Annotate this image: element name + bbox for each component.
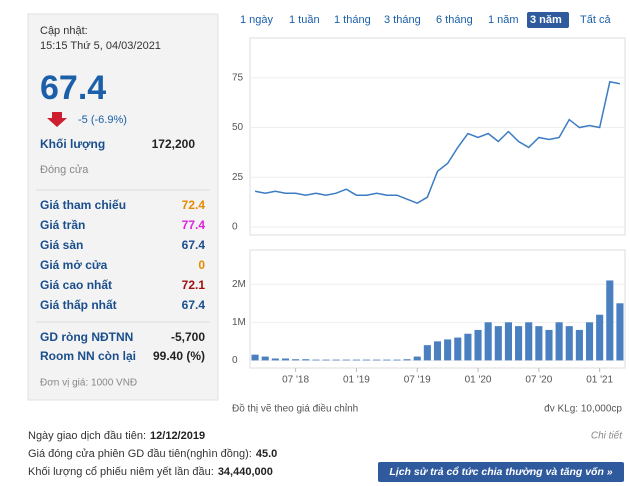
x-tick-label: 01 '20 <box>465 375 492 386</box>
down-arrow <box>47 112 67 127</box>
volume-bar <box>413 356 421 361</box>
volume-bar <box>281 358 290 361</box>
volume-bar <box>555 322 563 361</box>
dividend-button-label[interactable]: Lịch sử trả cổ tức chia thường và tăng v… <box>389 466 612 478</box>
tab[interactable]: 3 năm <box>530 14 562 26</box>
volume-bar <box>464 333 472 361</box>
volume-bar <box>525 322 533 361</box>
stat-value: 67.4 <box>182 298 206 312</box>
listing-label: Ngày giao dịch đầu tiên: <box>28 430 146 442</box>
foreign-label: GD ròng NĐTNN <box>40 330 133 344</box>
volume-bar <box>423 345 431 361</box>
plot-area <box>249 37 626 236</box>
volume-bar <box>393 359 401 361</box>
price: 67.4 <box>40 69 106 107</box>
volume-bar <box>302 359 310 361</box>
volume-bar <box>616 303 624 361</box>
y-tick-label: 50 <box>232 122 244 133</box>
volume-bar <box>261 356 269 361</box>
volume-bar <box>352 359 360 361</box>
unit-note: Đơn vị giá: 1000 VNĐ <box>40 378 137 389</box>
stat-value: 72.1 <box>182 278 206 292</box>
volume-bar <box>494 326 502 361</box>
stat-label: Giá tham chiếu <box>40 198 126 212</box>
change: -5 (-6.9%) <box>78 114 127 126</box>
volume-bar <box>504 322 512 361</box>
volume-bar <box>444 339 452 361</box>
volume-bar <box>332 359 340 361</box>
listing-value: 34,440,000 <box>218 466 273 478</box>
volume-bar <box>474 329 482 361</box>
volume-bar <box>545 329 553 361</box>
volume-bar <box>403 359 411 361</box>
volume-bar <box>322 359 330 361</box>
x-tick-label: 01 '19 <box>343 375 370 386</box>
listing-label: Giá đóng cửa phiên GD đầu tiên(nghìn đồn… <box>28 448 252 460</box>
volume-bar <box>271 358 279 361</box>
stat-value: 77.4 <box>182 218 206 232</box>
foreign-value: -5,700 <box>171 330 205 344</box>
volume-bar <box>433 341 442 361</box>
x-tick-label: 07 '19 <box>404 375 431 386</box>
volume-bar <box>575 329 583 361</box>
tab[interactable]: Tất cả <box>580 14 611 26</box>
foreign-value: 99.40 (%) <box>153 349 205 363</box>
stat-value: 72.4 <box>182 198 206 212</box>
stat-label: Giá trần <box>40 218 85 232</box>
x-tick-label: 01 '21 <box>586 375 613 386</box>
volume-bar <box>373 359 381 361</box>
x-tick-label: 07 '20 <box>525 375 552 386</box>
tab[interactable]: 6 tháng <box>436 14 473 26</box>
volume-bar <box>606 280 614 361</box>
tab-active-bg[interactable] <box>527 12 569 28</box>
listing-value: 45.0 <box>256 448 277 460</box>
updated-label: Cập nhật: <box>40 25 88 37</box>
volume-bar <box>596 314 604 361</box>
chart-note: đv KLg: 10,000cp <box>544 404 622 415</box>
x-tick-label: 07 '18 <box>282 375 309 386</box>
volume-bar <box>515 326 523 361</box>
volume-bar <box>454 337 462 361</box>
volume-bar <box>292 359 300 361</box>
detail-link[interactable]: Chi tiết <box>591 430 623 442</box>
chart-note: Đồ thị vẽ theo giá điều chỉnh <box>232 403 358 415</box>
volume-bar <box>484 322 492 361</box>
price-line <box>254 80 621 204</box>
y-tick-label: 0 <box>232 222 238 233</box>
stat-value: 67.4 <box>182 238 206 252</box>
volume-bar <box>535 326 543 361</box>
updated-time: 15:15 Thứ 5, 04/03/2021 <box>40 40 161 52</box>
volume-bar <box>383 359 391 361</box>
stat-label: Giá thấp nhất <box>40 298 117 312</box>
status: Đóng cửa <box>40 164 89 176</box>
foreign-label: Room NN còn lại <box>40 349 136 363</box>
tab[interactable]: 1 tháng <box>334 14 371 26</box>
volume: 172,200 <box>152 137 196 151</box>
listing-label: Khối lượng cổ phiếu niêm yết lần đầu: <box>28 466 214 478</box>
y-tick-label: 75 <box>232 72 244 83</box>
listing-value: 12/12/2019 <box>150 430 205 442</box>
tab[interactable]: 3 tháng <box>384 14 421 26</box>
tab[interactable]: 1 tuần <box>289 14 320 26</box>
volume-bar <box>363 359 371 361</box>
quote-panel <box>27 13 219 401</box>
y-tick-label: 0 <box>232 355 238 366</box>
stat-value: 0 <box>198 258 205 272</box>
volume-bar <box>312 359 320 361</box>
stat-label: Giá sàn <box>40 238 83 252</box>
tab[interactable]: 1 năm <box>488 14 519 26</box>
y-tick-label: 2M <box>232 279 246 290</box>
volume-bar <box>251 354 259 361</box>
stat-label: Giá mở cửa <box>40 258 108 272</box>
volume-bar <box>342 359 350 361</box>
volume-label: Khối lượng <box>40 137 105 151</box>
y-tick-label: 1M <box>232 317 246 328</box>
dividend-button[interactable] <box>378 462 624 482</box>
volume-bar <box>585 322 594 361</box>
y-tick-label: 25 <box>232 172 244 183</box>
tab[interactable]: 1 ngày <box>240 14 274 26</box>
stat-label: Giá cao nhất <box>40 278 112 292</box>
volume-bar <box>565 326 573 361</box>
